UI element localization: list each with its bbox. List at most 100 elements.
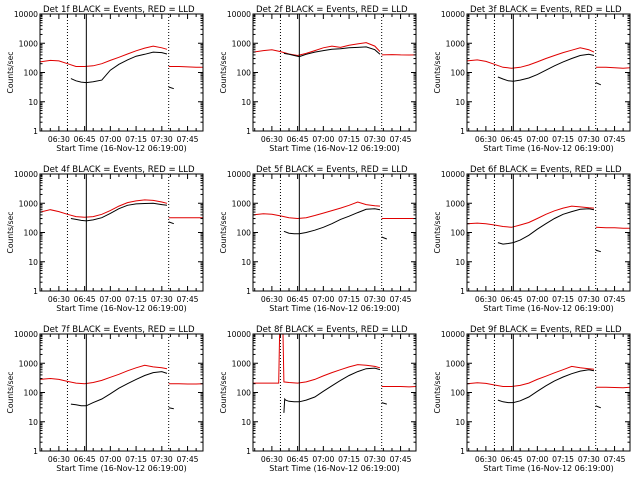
series-line-events [497,208,595,245]
x-tick-label: 07:15 [552,135,574,144]
y-tick-label: 10000 [14,330,38,339]
y-tick-label: 10 [241,98,251,107]
x-tick-label: 07:00 [99,295,121,304]
x-tick-label: 07:30 [364,455,386,464]
x-tick-label: 06:45 [501,295,523,304]
x-tick-label: 06:45 [501,455,523,464]
x-tick-label: 07:00 [526,135,548,144]
plot-frame [466,13,631,132]
y-tick-label: 1 [246,447,251,456]
x-tick-label: 07:15 [552,455,574,464]
y-tick-label: 100 [237,229,252,238]
series-line-events [381,402,387,405]
x-tick-label: 06:45 [501,135,523,144]
plot-frame [252,333,417,452]
x-tick-label: 06:30 [48,455,70,464]
x-tick-label: 07:15 [338,295,360,304]
x-tick-label: 07:00 [526,455,548,464]
series-line-events [595,249,601,253]
x-tick-label: 07:30 [151,295,173,304]
series-line-lld [595,66,630,69]
y-tick-label: 10000 [441,330,465,339]
series-line-events [283,208,381,235]
y-tick-label: 1 [33,287,38,296]
chart-title: Det 9f BLACK = Events, RED = LLD [470,325,622,335]
y-tick-label: 10000 [14,170,38,179]
x-tick-label: 07:30 [364,135,386,144]
y-tick-label: 1000 [19,39,38,48]
x-tick-label: 07:45 [390,295,412,304]
y-tick-label: 100 [24,69,39,78]
y-axis-label: Counts/sec [6,52,15,94]
series-line-lld [168,66,203,68]
chart-title: Det 6f BLACK = Events, RED = LLD [470,165,622,175]
y-tick-label: 100 [24,389,39,398]
y-tick-label: 10 [455,418,465,427]
plot-frame [252,13,417,132]
series-group [467,365,630,409]
series-line-events [595,405,601,409]
x-axis-label: Start Time (16-Nov-12 06:19:00) [483,464,613,473]
series-line-lld [595,386,630,389]
y-tick-label: 1 [460,447,465,456]
x-tick-label: 06:30 [475,135,497,144]
y-tick-label: 1 [33,127,38,136]
series-group [467,205,630,253]
chart-panel: Det 7f BLACK = Events, RED = LLD 1 10 100 10… [6,325,204,473]
y-axis-label: Counts/sec [433,372,442,414]
x-tick-label: 07:00 [312,455,334,464]
series-line-lld [467,205,595,228]
series-line-events [168,221,174,225]
y-axis-label: Counts/sec [6,372,15,414]
chart-panel: Det 5f BLACK = Events, RED = LLD 1 10 100 10… [219,165,417,313]
series-line-lld [40,45,168,67]
y-tick-label: 100 [237,389,252,398]
series-group [40,364,203,410]
x-tick-label: 06:45 [287,455,309,464]
x-tick-label: 07:30 [578,295,600,304]
chart-panel: Det 8f BLACK = Events, RED = LLD 1 10 100 10… [219,325,417,473]
y-tick-label: 1000 [232,39,251,48]
series-line-lld [40,364,168,385]
x-tick-label: 06:45 [74,455,96,464]
plot-frame [39,13,204,132]
series-group [253,201,416,240]
chart-title: Det 2f BLACK = Events, RED = LLD [256,5,408,15]
x-axis-label: Start Time (16-Nov-12 06:19:00) [483,304,613,313]
y-tick-label: 1000 [19,199,38,208]
x-tick-label: 07:45 [390,135,412,144]
chart-panel: Det 6f BLACK = Events, RED = LLD 1 10 100 10… [433,165,631,313]
series-line-events [70,78,87,84]
y-tick-label: 100 [237,69,252,78]
y-axis-label: Counts/sec [219,52,228,94]
series-line-events [595,82,601,86]
x-tick-label: 06:45 [74,135,96,144]
x-axis-label: Start Time (16-Nov-12 06:19:00) [269,144,399,153]
series-line-events [497,53,595,82]
x-tick-label: 06:30 [475,455,497,464]
series-group [253,334,416,413]
x-tick-label: 07:00 [99,135,121,144]
x-tick-label: 07:30 [578,455,600,464]
x-tick-label: 07:00 [526,295,548,304]
chart-title: Det 1f BLACK = Events, RED = LLD [43,5,195,15]
chart-title: Det 5f BLACK = Events, RED = LLD [256,165,408,175]
y-axis-label: Counts/sec [219,372,228,414]
chart-panel: Det 2f BLACK = Events, RED = LLD 1 10 100 10… [219,5,417,153]
y-tick-label: 1000 [446,199,465,208]
x-tick-label: 06:30 [261,455,283,464]
x-axis-label: Start Time (16-Nov-12 06:19:00) [56,304,186,313]
series-line-events [299,46,381,58]
x-tick-label: 06:30 [261,135,283,144]
plot-frame [39,173,204,292]
y-tick-label: 10 [28,98,38,107]
x-tick-label: 07:15 [338,135,360,144]
series-line-events [168,407,174,410]
x-tick-label: 07:45 [604,295,626,304]
x-axis-label: Start Time (16-Nov-12 06:19:00) [483,144,613,153]
y-tick-label: 1000 [19,359,38,368]
x-tick-label: 07:45 [604,135,626,144]
plot-frame [466,173,631,292]
x-tick-label: 07:45 [390,455,412,464]
y-tick-label: 10 [241,258,251,267]
